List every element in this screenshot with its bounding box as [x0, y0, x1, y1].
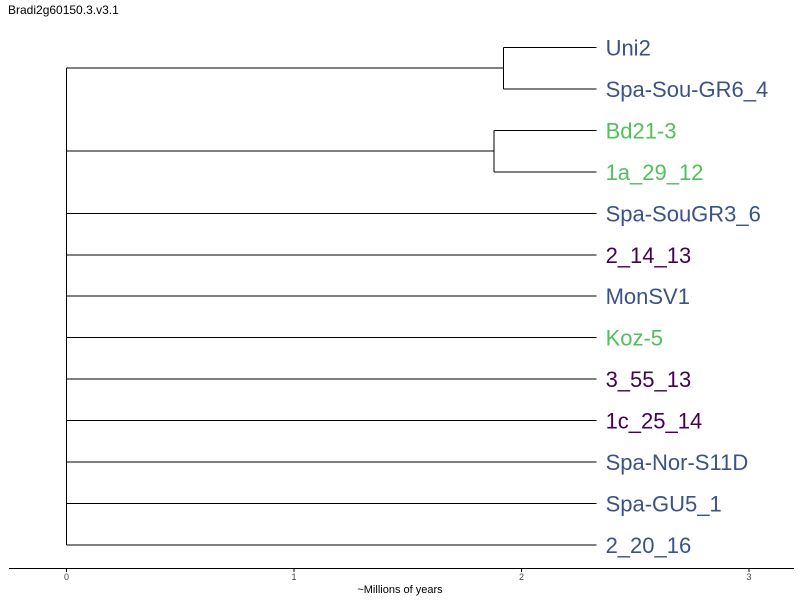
- tip-label: Spa-SouGR3_6: [606, 201, 761, 226]
- axis-label: ~Millions of years: [357, 584, 443, 596]
- axis-tick-label: 1: [291, 572, 296, 582]
- tip-label: Spa-Sou-GR6_4: [606, 77, 769, 102]
- tip-label: MonSV1: [606, 284, 690, 309]
- tip-label: 1c_25_14: [606, 409, 703, 434]
- axis-tick-label: 2: [519, 572, 524, 582]
- tree-branches: [66, 47, 597, 546]
- tip-label: Spa-Nor-S11D: [606, 450, 749, 475]
- tip-label: 1a_29_12: [606, 160, 704, 185]
- tip-label: 2_14_13: [606, 243, 692, 268]
- axis-tick-label: 3: [746, 572, 751, 582]
- tip-label: Koz-5: [606, 326, 663, 351]
- tip-label: 3_55_13: [606, 367, 692, 392]
- axis-tick-label: 0: [64, 572, 69, 582]
- tip-labels: Uni2 Spa-Sou-GR6_4 Bd21-3 1a_29_12 Spa-SouGR…: [606, 36, 769, 558]
- tip-label: Uni2: [606, 36, 651, 61]
- axis-ticks: 0 1 2 3: [64, 568, 752, 582]
- tip-label: 2_20_16: [606, 533, 692, 558]
- tree-title: Bradi2g60150.3.v3.1: [8, 3, 119, 17]
- tip-label: Spa-GU5_1: [606, 491, 722, 516]
- tip-label: Bd21-3: [606, 118, 677, 143]
